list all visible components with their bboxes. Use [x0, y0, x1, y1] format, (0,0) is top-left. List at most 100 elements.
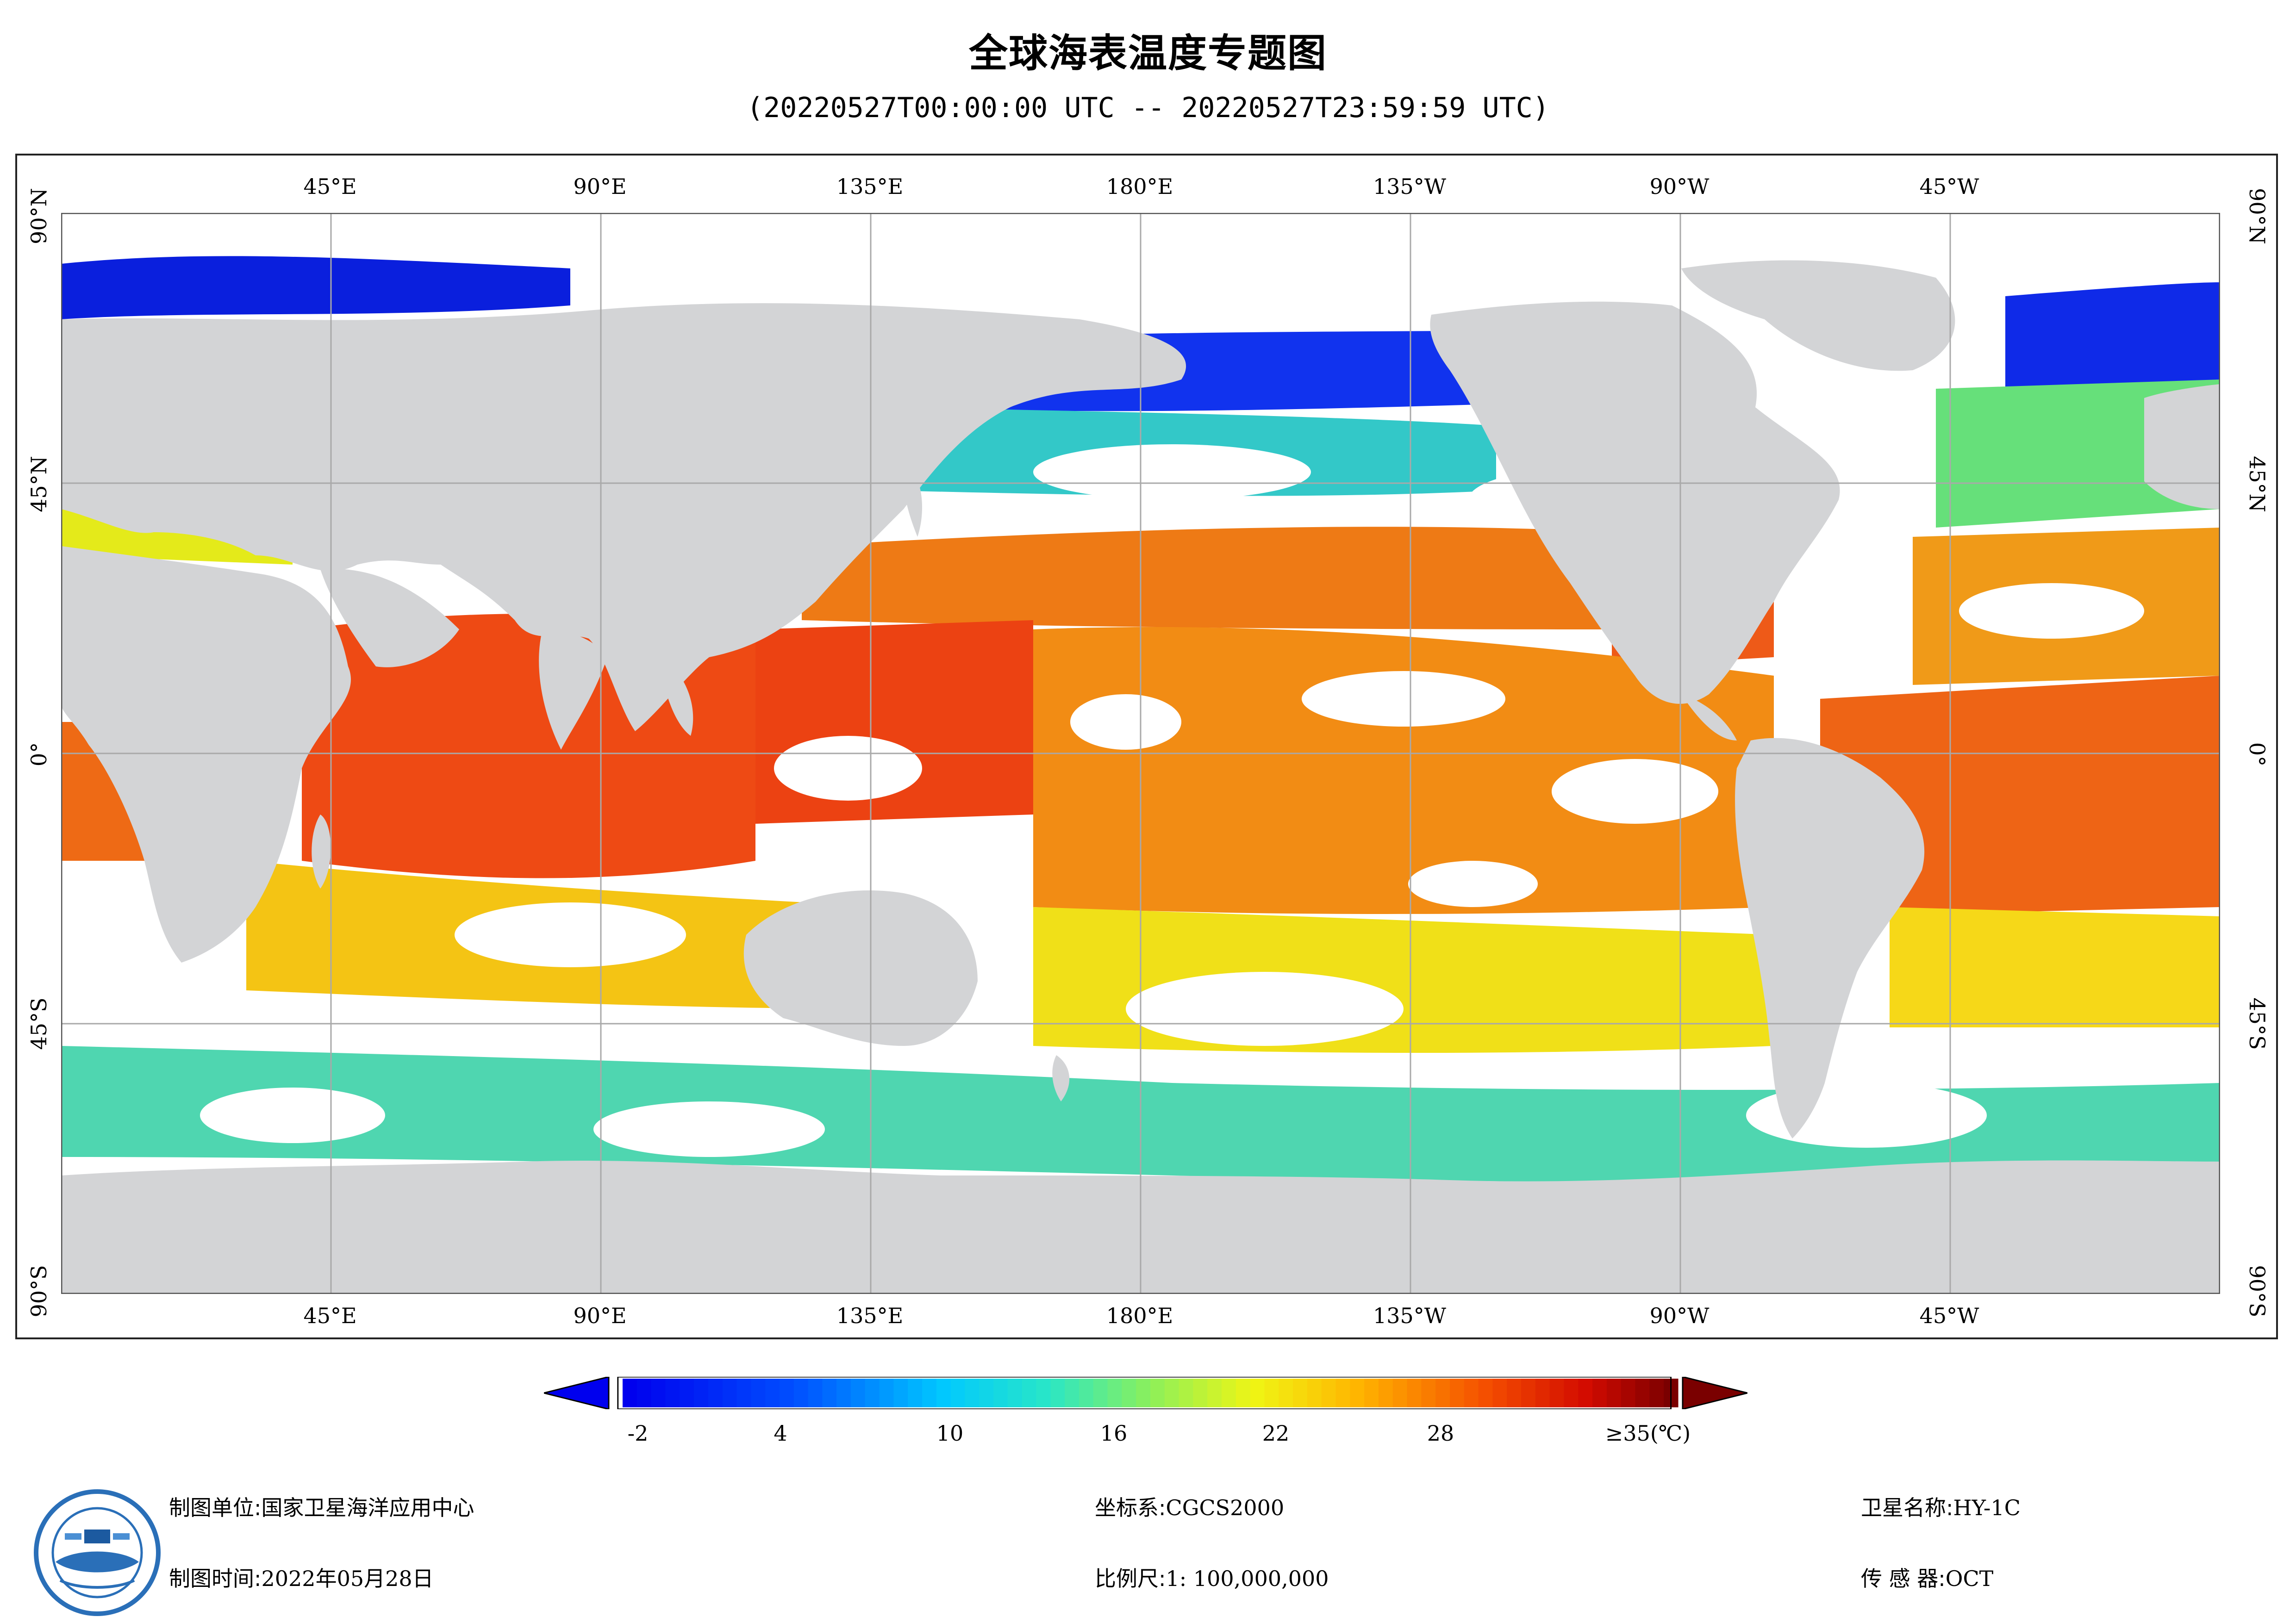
colorbar-cell	[1321, 1379, 1336, 1407]
colorbar-cell	[1450, 1379, 1465, 1407]
colorbar-cell	[908, 1379, 923, 1407]
colorbar-cell	[936, 1379, 951, 1407]
lat-label-right-45s: 45°S	[2245, 997, 2270, 1050]
colorbar-cell	[722, 1379, 737, 1407]
colorbar-cell	[1007, 1379, 1023, 1407]
colorbar	[544, 1377, 1747, 1409]
producer-value: 国家卫星海洋应用中心	[261, 1495, 474, 1520]
scale-info: 比例尺:1: 100,000,000	[1095, 1562, 1329, 1592]
lat-label-right-45n: 45°N	[2245, 456, 2270, 512]
sst-patch	[61, 256, 570, 319]
colorbar-cell	[965, 1379, 980, 1407]
sensor-label: 传 感 器:	[1861, 1566, 1946, 1591]
nsoas-logo-icon	[34, 1489, 161, 1616]
lat-label-left-45n: 45°N	[26, 456, 51, 512]
colorbar-cell	[808, 1379, 823, 1407]
producer-info: 制图单位:国家卫星海洋应用中心	[169, 1491, 474, 1522]
colorbar-label-28: 28	[1427, 1421, 1454, 1446]
colorbar-cell	[850, 1379, 866, 1407]
lon-label-bottom-135e: 135°E	[836, 1303, 904, 1328]
satellite-value: HY-1C	[1953, 1495, 2021, 1520]
colorbar-cell	[1279, 1379, 1293, 1407]
lon-label-bottom-90w: 90°W	[1649, 1303, 1710, 1328]
producer-label: 制图单位:	[169, 1495, 262, 1520]
graticule	[61, 213, 2220, 1294]
crs-label: 坐标系:	[1095, 1495, 1166, 1520]
colorbar-cell	[736, 1379, 751, 1407]
colorbar-cell	[979, 1379, 994, 1407]
lon-label-top-45w: 45°W	[1919, 174, 1979, 199]
lon-label-bottom-135w: 135°W	[1373, 1303, 1447, 1328]
colorbar-cell	[1022, 1379, 1037, 1407]
satellite-label: 卫星名称:	[1861, 1495, 1953, 1520]
lon-label-top-180e: 180°E	[1106, 174, 1173, 199]
production-time-label: 制图时间:	[169, 1566, 262, 1591]
colorbar-cell	[1307, 1379, 1322, 1407]
crs-info: 坐标系:CGCS2000	[1095, 1491, 1284, 1522]
colorbar-cell	[1264, 1379, 1279, 1407]
lat-label-right-90s: 90°S	[2245, 1265, 2270, 1318]
map-frame	[15, 154, 2278, 1339]
colorbar-label-16: 16	[1100, 1421, 1128, 1446]
lon-label-top-135e: 135°E	[836, 174, 904, 199]
colorbar-cell	[1378, 1379, 1393, 1407]
colorbar-cell	[694, 1379, 709, 1407]
colorbar-cell	[1364, 1379, 1379, 1407]
colorbar-cell	[1649, 1379, 1664, 1407]
sensor-info: 传 感 器:OCT	[1861, 1562, 1993, 1592]
colorbar-cell	[1464, 1379, 1479, 1407]
colorbar-cell	[1250, 1379, 1265, 1407]
colorbar-max-arrow	[1682, 1377, 1747, 1409]
colorbar-cell	[1635, 1379, 1650, 1407]
colorbar-cell	[1592, 1379, 1607, 1407]
colorbar-cell	[879, 1379, 894, 1407]
colorbar-cell	[1564, 1379, 1578, 1407]
colorbar-cell	[708, 1379, 723, 1407]
colorbar-outline	[617, 1377, 1672, 1409]
sst-patch	[1890, 907, 2220, 1027]
colorbar-cell	[1222, 1379, 1236, 1407]
colorbar-cell	[1535, 1379, 1550, 1407]
map-border	[61, 213, 2220, 1294]
colorbar-cell	[1435, 1379, 1450, 1407]
colorbar-cell	[1065, 1379, 1079, 1407]
production-time-value: 2022年05月28日	[261, 1566, 434, 1591]
colorbar-cell	[1407, 1379, 1422, 1407]
colorbar-cell	[1335, 1379, 1350, 1407]
colorbar-cell	[665, 1379, 680, 1407]
colorbar-cell	[651, 1379, 666, 1407]
sensor-value: OCT	[1945, 1566, 1994, 1591]
colorbar-cell	[1478, 1379, 1493, 1407]
colorbar-label-4: 4	[774, 1421, 787, 1446]
colorbar-cell	[765, 1379, 780, 1407]
colorbar-cell	[1036, 1379, 1051, 1407]
colorbar-cell	[1549, 1379, 1565, 1407]
colorbar-cell	[623, 1379, 637, 1407]
colorbar-cell	[1235, 1379, 1251, 1407]
colorbar-cell	[1421, 1379, 1436, 1407]
colorbar-cell	[1050, 1379, 1065, 1407]
production-time-info: 制图时间:2022年05月28日	[169, 1562, 434, 1592]
colorbar-cell	[1164, 1379, 1179, 1407]
colorbar-min-arrow	[544, 1377, 610, 1409]
lon-label-top-90w: 90°W	[1649, 174, 1710, 199]
lon-label-bottom-180e: 180°E	[1106, 1303, 1173, 1328]
colorbar-cell	[1193, 1379, 1208, 1407]
colorbar-cell	[1578, 1379, 1593, 1407]
map-title: 全球海表温度专题图	[968, 31, 1327, 76]
lat-label-right-90n: 90°N	[2245, 188, 2270, 244]
colorbar-cell	[893, 1379, 908, 1407]
lon-label-bottom-90e: 90°E	[573, 1303, 627, 1328]
satellite-info: 卫星名称:HY-1C	[1861, 1491, 2021, 1522]
lon-label-bottom-45w: 45°W	[1919, 1303, 1979, 1328]
colorbar-cell	[1507, 1379, 1522, 1407]
colorbar-cell	[865, 1379, 880, 1407]
sst-patch	[1033, 627, 1774, 914]
colorbar-cell	[1606, 1379, 1622, 1407]
colorbar-cell	[1122, 1379, 1136, 1407]
colorbar-cell	[1207, 1379, 1222, 1407]
colorbar-cell	[751, 1379, 766, 1407]
lat-label-left-90n: 90°N	[26, 188, 51, 244]
colorbar-label-minus2: -2	[627, 1421, 649, 1446]
colorbar-cells	[623, 1379, 1678, 1407]
